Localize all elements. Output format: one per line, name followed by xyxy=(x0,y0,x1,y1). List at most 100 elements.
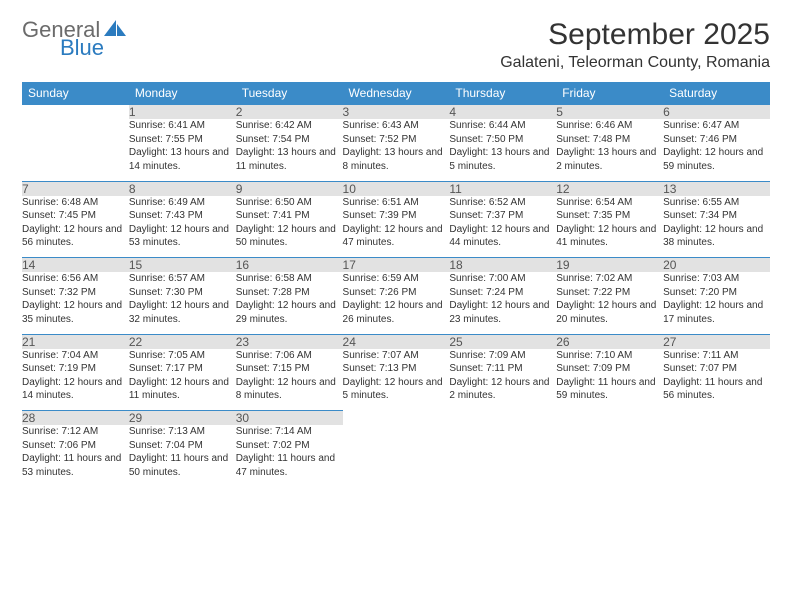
day-detail-cell: Sunrise: 6:47 AMSunset: 7:46 PMDaylight:… xyxy=(663,119,770,181)
day-number-cell xyxy=(22,105,129,120)
sunset-text: Sunset: 7:35 PM xyxy=(556,209,663,223)
sunset-text: Sunset: 7:26 PM xyxy=(343,286,450,300)
day-number-cell xyxy=(556,411,663,426)
sunrise-text: Sunrise: 7:00 AM xyxy=(449,272,556,286)
sunrise-text: Sunrise: 6:59 AM xyxy=(343,272,450,286)
daylight-text: Daylight: 12 hours and 56 minutes. xyxy=(22,223,129,250)
day-number-cell: 25 xyxy=(449,334,556,349)
daylight-text: Daylight: 11 hours and 56 minutes. xyxy=(663,376,770,403)
day-number-cell xyxy=(449,411,556,426)
daylight-text: Daylight: 12 hours and 38 minutes. xyxy=(663,223,770,250)
day-number-cell: 9 xyxy=(236,181,343,196)
day-detail-cell: Sunrise: 6:52 AMSunset: 7:37 PMDaylight:… xyxy=(449,196,556,258)
day-of-week-header: Tuesday xyxy=(236,82,343,105)
day-detail-cell: Sunrise: 6:49 AMSunset: 7:43 PMDaylight:… xyxy=(129,196,236,258)
day-number-cell: 4 xyxy=(449,105,556,120)
sunset-text: Sunset: 7:50 PM xyxy=(449,133,556,147)
sunrise-text: Sunrise: 6:41 AM xyxy=(129,119,236,133)
day-number-cell: 18 xyxy=(449,258,556,273)
sunset-text: Sunset: 7:06 PM xyxy=(22,439,129,453)
day-number-cell: 14 xyxy=(22,258,129,273)
day-detail-cell: Sunrise: 6:46 AMSunset: 7:48 PMDaylight:… xyxy=(556,119,663,181)
day-detail-row: Sunrise: 6:41 AMSunset: 7:55 PMDaylight:… xyxy=(22,119,770,181)
day-number-cell xyxy=(663,411,770,426)
day-detail-cell: Sunrise: 7:02 AMSunset: 7:22 PMDaylight:… xyxy=(556,272,663,334)
daylight-text: Daylight: 13 hours and 8 minutes. xyxy=(343,146,450,173)
day-of-week-header: Friday xyxy=(556,82,663,105)
day-number-cell: 22 xyxy=(129,334,236,349)
day-of-week-header: Thursday xyxy=(449,82,556,105)
sunset-text: Sunset: 7:37 PM xyxy=(449,209,556,223)
daylight-text: Daylight: 12 hours and 44 minutes. xyxy=(449,223,556,250)
daylight-text: Daylight: 13 hours and 5 minutes. xyxy=(449,146,556,173)
day-number-row: 123456 xyxy=(22,105,770,120)
sunrise-text: Sunrise: 6:47 AM xyxy=(663,119,770,133)
sunset-text: Sunset: 7:19 PM xyxy=(22,362,129,376)
logo-text-blue: Blue xyxy=(60,35,104,60)
sunset-text: Sunset: 7:32 PM xyxy=(22,286,129,300)
sunrise-text: Sunrise: 6:46 AM xyxy=(556,119,663,133)
sunrise-text: Sunrise: 7:06 AM xyxy=(236,349,343,363)
daylight-text: Daylight: 12 hours and 26 minutes. xyxy=(343,299,450,326)
day-detail-cell: Sunrise: 6:56 AMSunset: 7:32 PMDaylight:… xyxy=(22,272,129,334)
day-detail-cell: Sunrise: 7:04 AMSunset: 7:19 PMDaylight:… xyxy=(22,349,129,411)
sunset-text: Sunset: 7:09 PM xyxy=(556,362,663,376)
day-detail-row: Sunrise: 7:12 AMSunset: 7:06 PMDaylight:… xyxy=(22,425,770,487)
day-detail-row: Sunrise: 7:04 AMSunset: 7:19 PMDaylight:… xyxy=(22,349,770,411)
day-number-cell: 13 xyxy=(663,181,770,196)
calendar-body: 123456Sunrise: 6:41 AMSunset: 7:55 PMDay… xyxy=(22,105,770,488)
sunset-text: Sunset: 7:46 PM xyxy=(663,133,770,147)
day-detail-cell xyxy=(556,425,663,487)
sunset-text: Sunset: 7:45 PM xyxy=(22,209,129,223)
day-detail-cell: Sunrise: 6:58 AMSunset: 7:28 PMDaylight:… xyxy=(236,272,343,334)
sunrise-text: Sunrise: 7:11 AM xyxy=(663,349,770,363)
day-number-row: 78910111213 xyxy=(22,181,770,196)
day-number-cell: 20 xyxy=(663,258,770,273)
sunset-text: Sunset: 7:55 PM xyxy=(129,133,236,147)
day-number-cell: 28 xyxy=(22,411,129,426)
day-number-cell: 29 xyxy=(129,411,236,426)
day-detail-cell xyxy=(22,119,129,181)
sunrise-text: Sunrise: 7:13 AM xyxy=(129,425,236,439)
sunrise-text: Sunrise: 7:10 AM xyxy=(556,349,663,363)
sunset-text: Sunset: 7:34 PM xyxy=(663,209,770,223)
day-detail-cell: Sunrise: 6:42 AMSunset: 7:54 PMDaylight:… xyxy=(236,119,343,181)
daylight-text: Daylight: 12 hours and 8 minutes. xyxy=(236,376,343,403)
daylight-text: Daylight: 13 hours and 11 minutes. xyxy=(236,146,343,173)
day-number-cell: 10 xyxy=(343,181,450,196)
day-detail-cell: Sunrise: 7:10 AMSunset: 7:09 PMDaylight:… xyxy=(556,349,663,411)
day-number-cell: 8 xyxy=(129,181,236,196)
sunrise-text: Sunrise: 6:57 AM xyxy=(129,272,236,286)
calendar-table: SundayMondayTuesdayWednesdayThursdayFrid… xyxy=(22,82,770,487)
day-detail-cell: Sunrise: 7:12 AMSunset: 7:06 PMDaylight:… xyxy=(22,425,129,487)
day-detail-cell: Sunrise: 7:07 AMSunset: 7:13 PMDaylight:… xyxy=(343,349,450,411)
daylight-text: Daylight: 12 hours and 35 minutes. xyxy=(22,299,129,326)
day-number-cell: 19 xyxy=(556,258,663,273)
daylight-text: Daylight: 11 hours and 53 minutes. xyxy=(22,452,129,479)
daylight-text: Daylight: 12 hours and 17 minutes. xyxy=(663,299,770,326)
daylight-text: Daylight: 12 hours and 50 minutes. xyxy=(236,223,343,250)
title-block: September 2025 Galateni, Teleorman Count… xyxy=(500,18,770,72)
day-number-row: 282930 xyxy=(22,411,770,426)
sunrise-text: Sunrise: 7:02 AM xyxy=(556,272,663,286)
day-number-cell: 15 xyxy=(129,258,236,273)
sunrise-text: Sunrise: 7:14 AM xyxy=(236,425,343,439)
sunrise-text: Sunrise: 6:52 AM xyxy=(449,196,556,210)
day-number-row: 14151617181920 xyxy=(22,258,770,273)
daylight-text: Daylight: 12 hours and 23 minutes. xyxy=(449,299,556,326)
daylight-text: Daylight: 12 hours and 32 minutes. xyxy=(129,299,236,326)
day-number-cell: 7 xyxy=(22,181,129,196)
sunset-text: Sunset: 7:02 PM xyxy=(236,439,343,453)
sunrise-text: Sunrise: 6:54 AM xyxy=(556,196,663,210)
sunset-text: Sunset: 7:41 PM xyxy=(236,209,343,223)
daylight-text: Daylight: 11 hours and 59 minutes. xyxy=(556,376,663,403)
sunrise-text: Sunrise: 6:48 AM xyxy=(22,196,129,210)
sunset-text: Sunset: 7:15 PM xyxy=(236,362,343,376)
sunset-text: Sunset: 7:39 PM xyxy=(343,209,450,223)
day-detail-cell: Sunrise: 6:43 AMSunset: 7:52 PMDaylight:… xyxy=(343,119,450,181)
day-number-row: 21222324252627 xyxy=(22,334,770,349)
sunset-text: Sunset: 7:07 PM xyxy=(663,362,770,376)
sunset-text: Sunset: 7:48 PM xyxy=(556,133,663,147)
daylight-text: Daylight: 12 hours and 5 minutes. xyxy=(343,376,450,403)
day-detail-cell: Sunrise: 7:03 AMSunset: 7:20 PMDaylight:… xyxy=(663,272,770,334)
